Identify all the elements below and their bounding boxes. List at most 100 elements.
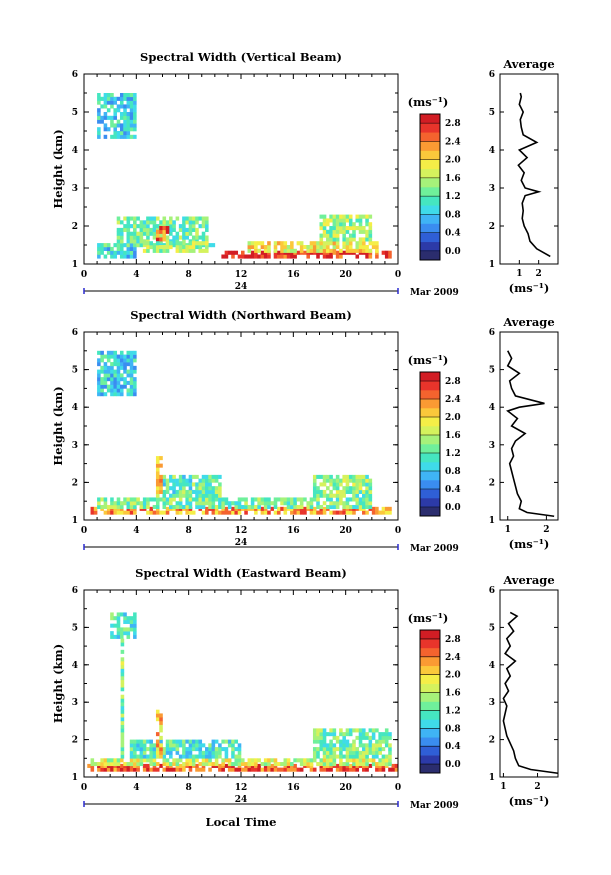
heatmap-cell [312,506,317,511]
heatmap-cell [273,497,278,502]
x-tick-label: 20 [339,270,352,280]
heatmap-cell [368,222,373,227]
colorbar-swatch [420,141,440,151]
heatmap-cell [254,248,258,253]
heatmap-cell [106,96,111,101]
heatmap-cell [224,497,229,502]
heatmap-cell [290,504,294,510]
colorbar-swatch [420,719,440,729]
heatmap-cell [329,754,333,759]
colorbar-swatch [420,480,440,490]
heatmap-cell [162,497,167,502]
heatmap-cell [113,762,118,767]
heatmap-cell [103,115,108,120]
heatmap-cell [136,767,140,772]
heatmap-cell [113,634,118,639]
heatmap-cell [348,754,353,759]
heatmap-cell [384,762,389,767]
colorbar-swatch [420,489,440,499]
heatmap-cell [162,237,167,242]
heatmap-cell [322,767,327,772]
heatmap-cell [234,747,239,752]
heatmap-cell [129,365,134,370]
heatmap-cell [362,762,366,767]
heatmap-cell [381,754,386,759]
heatmap-cell [139,504,144,510]
heatmap-cell [348,248,353,253]
heatmap-cell [133,380,137,385]
colorbar-unit: (ms⁻¹) [408,95,449,109]
x-tick-label: 0 [81,526,87,536]
heatmap-cell [322,732,327,737]
heatmap-cell [342,739,346,744]
average-x-tick-label: 2 [534,782,540,792]
heatmap-cell [133,631,137,636]
heatmap-cell [126,216,131,221]
heatmap-cell [165,750,170,755]
heatmap-cell [123,131,127,136]
heatmap-cell [335,229,340,234]
heatmap-cell [139,220,144,225]
heatmap-cell [182,227,186,232]
heatmap-cell [332,478,337,483]
heatmap-cell [365,245,369,250]
heatmap-cell [335,214,340,219]
heatmap-cell [368,728,373,733]
heatmap-cell [133,243,137,248]
heatmap-cell [155,478,160,483]
heatmap-cell [326,229,330,234]
heatmap-cell [103,354,108,359]
heatmap-cell [149,506,153,511]
heatmap-cell [119,243,124,248]
heatmap-cell [388,750,392,755]
heatmap-cell [175,767,180,772]
heatmap-cell [276,497,281,502]
heatmap-cell [329,214,333,219]
heatmap-cell [152,758,157,763]
heatmap-cell [162,220,167,225]
heatmap-cell [368,248,373,253]
heatmap-cell [273,248,278,253]
heatmap-cell [214,758,219,763]
heatmap-cell [178,245,183,250]
heatmap-cell [329,474,333,479]
heatmap-cell [97,384,101,389]
heatmap-cell [244,497,248,502]
colorbar-unit: (ms⁻¹) [408,611,449,625]
heatmap-cell [100,384,104,389]
colorbar-swatch [420,241,440,252]
heatmap-cell [394,763,399,768]
heatmap-cell [133,616,137,621]
heatmap-cell [205,750,209,755]
heatmap-cell [241,250,245,255]
heatmap-cell [342,226,346,231]
heatmap-cell [159,456,163,461]
colorbar-swatch [420,205,440,215]
heatmap-cell [133,612,137,617]
heatmap-cell [142,767,147,772]
heatmap-cell [267,762,271,767]
heatmap-cell [342,478,346,483]
heatmap-cell [322,222,327,227]
heatmap-cell [113,254,118,259]
heatmap-cell [162,248,167,253]
heatmap-cell [119,365,124,370]
heatmap-cell [110,365,114,370]
heatmap-cell [339,758,343,763]
heatmap-cell [312,739,317,744]
heatmap-cell [139,501,144,506]
heatmap-cell [339,501,343,506]
heatmap-cell [172,739,176,744]
heatmap-cell [188,762,193,767]
heatmap-cell [106,758,111,763]
heatmap-cell [126,373,131,378]
heatmap-cell [119,627,124,632]
heatmap-cell [116,758,121,763]
heatmap-cell [133,365,137,370]
heatmap-cell [139,754,144,759]
colorbar-swatch [420,132,440,142]
heatmap-cell [237,510,242,515]
heatmap-cell [172,743,176,748]
heatmap-cell [378,743,382,748]
colorbar-swatch [420,223,440,233]
